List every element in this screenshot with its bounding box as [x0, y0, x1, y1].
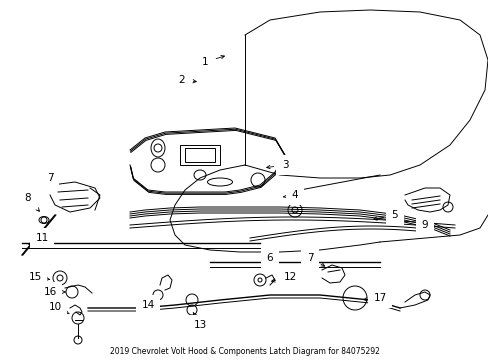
Text: 8: 8: [24, 193, 40, 211]
Text: 2019 Chevrolet Volt Hood & Components Latch Diagram for 84075292: 2019 Chevrolet Volt Hood & Components La…: [109, 347, 379, 356]
Text: 4: 4: [283, 190, 298, 200]
Text: 2: 2: [178, 75, 196, 85]
Bar: [184, 148, 215, 162]
Text: 7: 7: [306, 253, 324, 266]
Text: 15: 15: [28, 272, 50, 282]
Bar: [180, 145, 220, 165]
Text: 1: 1: [201, 55, 224, 67]
Text: 10: 10: [48, 302, 69, 314]
Text: 6: 6: [266, 253, 273, 263]
Text: 3: 3: [266, 160, 288, 170]
Text: 14: 14: [141, 295, 160, 310]
Text: 17: 17: [363, 293, 386, 303]
Text: 9: 9: [421, 218, 429, 230]
Text: 11: 11: [29, 233, 48, 244]
Text: 12: 12: [271, 272, 296, 282]
Text: 16: 16: [43, 287, 65, 297]
Text: 7: 7: [46, 173, 55, 183]
Text: 5: 5: [373, 210, 398, 220]
Text: 13: 13: [193, 312, 206, 330]
